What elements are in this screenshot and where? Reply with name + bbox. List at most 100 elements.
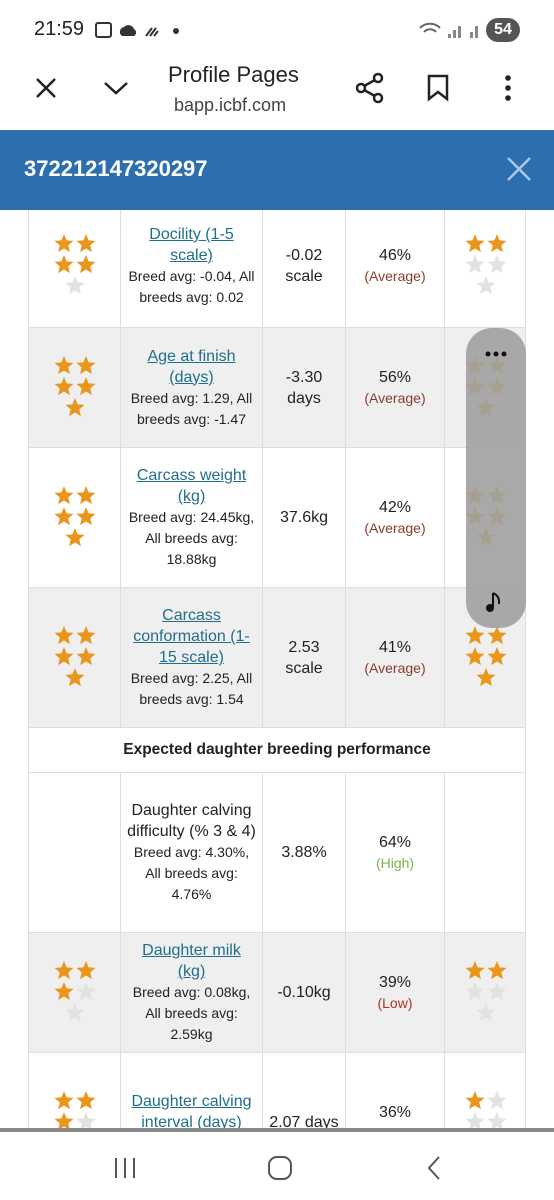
value-cell: -0.02 scale [263, 210, 346, 327]
panel-music[interactable] [484, 590, 506, 614]
star-rating [465, 960, 507, 1021]
rating: (High) [375, 854, 415, 871]
reliability-cell: 36% (Low) [346, 1053, 445, 1128]
trait-name[interactable]: Carcass weight (kg) [136, 467, 247, 505]
trait-cell: Daughter milk (kg) Breed avg: 0.08kg, All… [121, 933, 263, 1052]
stars-cell [29, 933, 121, 1052]
rating: (Low) [377, 994, 413, 1011]
nav-bar [0, 1128, 554, 1200]
star [54, 506, 73, 525]
star [54, 254, 73, 273]
expand-button[interactable] [102, 78, 130, 98]
rating: (Average) [364, 389, 426, 406]
trait-name[interactable]: Daughter milk (kg) [142, 942, 241, 980]
star [465, 254, 485, 273]
table-row: Daughter milk (kg) Breed avg: 0.08kg, All… [29, 933, 525, 1053]
star [65, 667, 84, 686]
stars-cell [29, 328, 121, 447]
close-panel[interactable] [506, 156, 532, 182]
trait-cell: Daughter calving difficulty (% 3 & 4) Bre… [121, 773, 263, 932]
recent-apps[interactable] [112, 1156, 138, 1180]
stars-cell [445, 210, 527, 327]
trait-detail: Breed avg: 0.08kg, All breeds avg: 2.59k… [132, 984, 251, 1042]
table-row: Carcass weight (kg) Breed avg: 24.45kg, A… [29, 448, 525, 588]
stars-cell [445, 773, 527, 932]
panel-more[interactable] [484, 350, 508, 358]
trait-name[interactable]: Daughter calving interval (days) [131, 1093, 252, 1128]
reliability: 56% [378, 368, 412, 386]
value: 2.53 scale [285, 638, 323, 677]
star [465, 233, 485, 252]
star [76, 625, 95, 644]
stars-cell [29, 1053, 121, 1128]
star [76, 1111, 95, 1128]
rating: (Average) [364, 659, 426, 676]
floating-panel[interactable] [466, 328, 526, 628]
star-rating [465, 625, 507, 686]
menu-button[interactable] [498, 74, 518, 104]
page-url: bapp.icbf.com [174, 95, 287, 115]
header-bar: 372212147320297 [0, 130, 554, 210]
signal-icons [419, 22, 478, 38]
star [487, 233, 507, 252]
star [465, 960, 485, 979]
trait-cell: Docility (1-5 scale) Breed avg: -0.04, Al… [121, 210, 263, 327]
trait-name[interactable]: Carcass conformation (1-15 scale) [133, 607, 250, 666]
reliability: 39% [378, 973, 412, 991]
star [65, 397, 84, 416]
trait-cell: Daughter calving interval (days)Breed av… [121, 1053, 263, 1128]
trait-name: Daughter calving difficulty (% 3 & 4) [127, 802, 256, 840]
back-button[interactable] [424, 1154, 444, 1182]
value-cell: -3.30 days [263, 328, 346, 447]
star-rating [465, 233, 507, 294]
star [76, 485, 95, 504]
reliability-cell: 56% (Average) [346, 328, 445, 447]
star-rating [54, 625, 95, 686]
star [487, 625, 507, 644]
star [487, 1090, 507, 1109]
trait-cell: Carcass conformation (1-15 scale) Breed a… [121, 588, 263, 727]
trait-name[interactable]: Docility (1-5 scale) [149, 225, 234, 264]
star [76, 506, 95, 525]
status-icons [95, 22, 179, 38]
battery: 54 [486, 18, 520, 42]
star [487, 254, 507, 273]
share-button[interactable] [354, 72, 386, 104]
trait-detail: Breed avg: 24.45kg, All breeds avg: 18.8… [128, 509, 255, 567]
home-button[interactable] [266, 1154, 294, 1182]
star [76, 254, 95, 273]
reliability: 41% [378, 638, 412, 656]
star [487, 1111, 507, 1128]
star [65, 275, 84, 294]
value-cell: 37.6kg [263, 448, 346, 587]
reliability: 36% [378, 1103, 412, 1121]
star [54, 233, 73, 252]
value: -3.30 days [285, 368, 323, 407]
star [54, 485, 73, 504]
star-rating [54, 960, 95, 1021]
reliability: 64% [378, 833, 412, 851]
stars-cell [445, 1053, 527, 1128]
star [465, 1111, 485, 1128]
trait-name[interactable]: Age at finish (days) [147, 347, 236, 386]
table-row: Daughter calving interval (days)Breed av… [29, 1053, 525, 1128]
trait-detail: Breed avg: 4.30%, All breeds avg: 4.76% [133, 844, 250, 902]
star [465, 1090, 485, 1109]
star-rating [54, 485, 95, 546]
star [76, 376, 95, 395]
star [76, 646, 95, 665]
value-cell: 2.53 scale [263, 588, 346, 727]
bookmark-button[interactable] [426, 74, 450, 102]
trait-detail: Breed avg: 1.29, All breeds avg: -1.47 [130, 389, 253, 427]
reliability-cell: 41% (Average) [346, 588, 445, 727]
stars-cell [29, 773, 121, 932]
star [54, 1090, 73, 1109]
rating: (Average) [364, 267, 426, 284]
close-button[interactable] [34, 76, 58, 100]
time: 21:59 [34, 18, 85, 40]
animal-id: 372212147320297 [24, 156, 208, 181]
star [476, 1002, 496, 1021]
value-cell: -0.10kg [263, 933, 346, 1052]
star [487, 981, 507, 1000]
table-row: Carcass conformation (1-15 scale) Breed a… [29, 588, 525, 728]
